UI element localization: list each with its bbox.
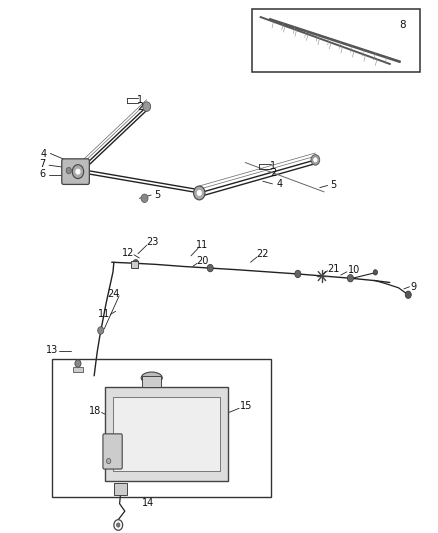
Circle shape — [143, 102, 151, 111]
Circle shape — [197, 190, 201, 196]
Circle shape — [75, 360, 81, 367]
Bar — [142, 376, 161, 387]
Text: 1: 1 — [270, 161, 276, 171]
Circle shape — [207, 264, 213, 272]
Text: 8: 8 — [399, 20, 406, 30]
Bar — [105, 387, 228, 481]
Circle shape — [66, 167, 71, 174]
Text: 14: 14 — [142, 498, 154, 508]
Text: 5: 5 — [331, 181, 337, 190]
Text: 20: 20 — [196, 256, 208, 266]
Circle shape — [311, 155, 320, 165]
Ellipse shape — [141, 372, 162, 384]
Circle shape — [141, 194, 148, 203]
Circle shape — [117, 523, 120, 527]
Text: 6: 6 — [39, 169, 46, 179]
Bar — [114, 483, 127, 495]
Circle shape — [114, 520, 123, 530]
Circle shape — [98, 327, 104, 334]
Circle shape — [295, 270, 301, 278]
Circle shape — [347, 274, 353, 282]
FancyBboxPatch shape — [62, 159, 89, 184]
Bar — [52, 359, 271, 497]
Circle shape — [106, 458, 111, 464]
Circle shape — [373, 270, 378, 275]
Text: 16: 16 — [180, 437, 192, 446]
Text: 11: 11 — [196, 240, 208, 250]
Circle shape — [314, 158, 317, 162]
Text: 23: 23 — [146, 237, 159, 247]
Circle shape — [405, 291, 411, 298]
Circle shape — [72, 165, 84, 179]
Text: 9: 9 — [411, 282, 417, 292]
Text: 22: 22 — [257, 249, 269, 259]
Text: 2: 2 — [137, 102, 143, 111]
Bar — [113, 397, 220, 471]
Text: 12: 12 — [122, 248, 134, 257]
FancyBboxPatch shape — [103, 434, 122, 469]
Text: 13: 13 — [46, 345, 58, 354]
Bar — [252, 9, 420, 72]
Text: 19: 19 — [113, 389, 125, 398]
Circle shape — [133, 260, 139, 267]
Text: 7: 7 — [39, 159, 46, 168]
Text: 18: 18 — [89, 407, 102, 416]
Text: 21: 21 — [328, 264, 340, 273]
Text: 10: 10 — [348, 265, 360, 274]
Text: 15: 15 — [240, 401, 252, 411]
Text: 1: 1 — [137, 95, 143, 104]
Text: 4: 4 — [276, 179, 283, 189]
Text: 24: 24 — [107, 289, 119, 299]
Circle shape — [76, 169, 80, 174]
Text: 4: 4 — [41, 149, 47, 158]
Bar — [73, 367, 83, 372]
Bar — [131, 261, 138, 268]
Text: 2: 2 — [270, 168, 276, 178]
Text: 5: 5 — [155, 190, 161, 199]
Text: 17: 17 — [199, 459, 211, 469]
Text: 11: 11 — [98, 310, 110, 319]
Circle shape — [194, 186, 205, 200]
